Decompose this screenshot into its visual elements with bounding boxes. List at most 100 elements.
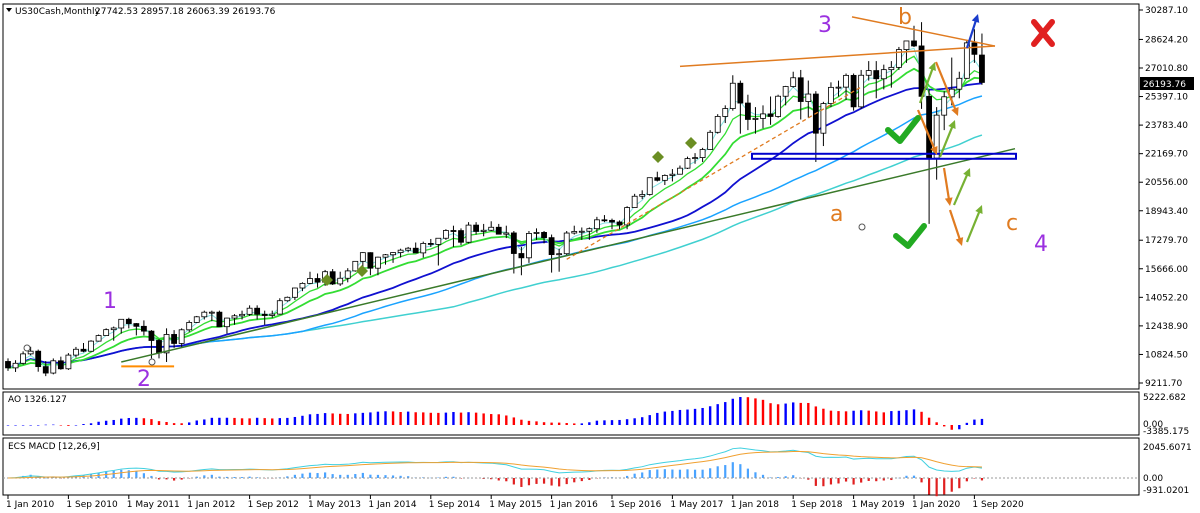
candle-body <box>193 316 200 323</box>
ao-bar <box>844 411 848 425</box>
ao-bar <box>127 418 130 425</box>
candle-body <box>88 340 94 352</box>
analysis-overlays <box>23 14 1055 368</box>
macd-bar <box>716 466 719 478</box>
ao-bar <box>731 398 734 425</box>
macd-bar <box>407 476 410 478</box>
time-tick-label: 1 May 2011 <box>127 500 180 510</box>
ao-bar <box>429 412 432 425</box>
macd-panel-frame <box>2 437 1140 496</box>
candle-body <box>95 335 102 342</box>
macd-bar <box>165 478 168 480</box>
candle-body <box>269 313 276 316</box>
macd-bar <box>890 478 893 481</box>
wave-label-3: 3 <box>818 13 832 38</box>
candle-body <box>118 318 125 329</box>
macd-bar <box>331 474 334 478</box>
ao-bar <box>467 412 470 425</box>
arrow-up-4 <box>965 208 982 243</box>
signal-diamond <box>685 137 697 149</box>
dropdown-arrow-icon[interactable] <box>6 8 12 12</box>
candles <box>5 22 985 377</box>
candle-body <box>639 194 646 197</box>
candle-body <box>261 313 268 316</box>
signal-diamond <box>652 151 664 163</box>
time-tick-label: 1 Jan 2012 <box>187 500 235 510</box>
ao-bar <box>195 420 198 425</box>
candle-body <box>442 230 449 239</box>
time-tick-label: 1 Sep 2020 <box>972 500 1024 510</box>
candle-body <box>314 278 321 283</box>
ao-bar <box>603 420 606 425</box>
time-tick-label: 1 Sep 2012 <box>248 500 299 510</box>
ao-bar <box>414 412 417 425</box>
price-tick-label: 14052.20 <box>1145 293 1188 303</box>
candle-body <box>737 82 744 104</box>
ao-bar <box>897 410 901 425</box>
macd-bar <box>535 478 538 484</box>
candle-body <box>594 219 600 230</box>
candle-body <box>80 348 87 352</box>
candle-body <box>65 354 72 370</box>
macd-bar <box>399 475 402 478</box>
pivot-marker <box>148 358 156 366</box>
macd-bar <box>935 478 938 497</box>
arrow-up-1-head <box>928 62 936 71</box>
time-tick-label: 1 May 2017 <box>670 500 723 510</box>
ao-bar <box>59 425 63 426</box>
macd-bar <box>497 478 500 481</box>
macd-bar <box>739 464 742 478</box>
price-tick-label: 17279.70 <box>1145 236 1188 246</box>
macd-bar <box>777 477 780 478</box>
macd-bar <box>120 469 123 478</box>
candle-body <box>186 322 193 331</box>
check-icon <box>885 115 921 144</box>
arrow-up-4-head <box>975 205 983 214</box>
candle-body <box>835 86 842 89</box>
macd-bar <box>248 476 251 478</box>
time-tick-label: 1 Sep 2010 <box>66 500 118 510</box>
candle-body <box>276 300 283 315</box>
ao-bar <box>852 410 855 425</box>
macd-bar <box>814 478 817 486</box>
ao-bar <box>52 424 55 426</box>
candle-body <box>971 42 978 55</box>
candle-body <box>722 108 729 117</box>
time-tick-label: 1 Jan 2020 <box>912 500 960 510</box>
candle-body <box>548 237 555 256</box>
candle-body <box>563 232 570 255</box>
ao-bar <box>550 422 553 425</box>
arrow-up-blue-head <box>971 14 980 23</box>
macd-bar <box>203 475 206 478</box>
ao-bar <box>580 423 583 425</box>
macd-bar <box>807 478 810 480</box>
macd-bar <box>565 478 568 485</box>
macd-bar <box>225 476 229 478</box>
candle-body <box>359 252 366 262</box>
ao-bar <box>822 408 825 425</box>
candle-body <box>12 362 19 369</box>
price-panel-frame <box>2 3 1140 390</box>
wave-label-c: c <box>1006 211 1018 236</box>
macd-line <box>7 447 983 479</box>
price-tick-label: 28624.20 <box>1145 35 1188 45</box>
macd-bar <box>293 474 296 478</box>
candle-body <box>352 260 359 272</box>
macd-bar <box>324 472 327 478</box>
candle-body <box>918 45 925 97</box>
ao-tick-bottom: -3385.175 <box>1143 427 1189 437</box>
candle-body <box>654 177 661 181</box>
ao-panel-frame <box>2 391 1140 436</box>
ao-bar <box>882 412 885 425</box>
ao-bar <box>150 419 153 425</box>
candle-body <box>307 278 313 284</box>
candle-body <box>631 195 638 208</box>
candle-body <box>661 175 668 181</box>
ema-fast-green-line <box>7 55 983 369</box>
macd-bar <box>709 468 712 478</box>
macd-bar <box>686 469 689 478</box>
macd-bar <box>361 472 364 478</box>
candle-body <box>609 219 615 223</box>
ao-bar <box>505 415 508 425</box>
macd-bar <box>731 462 734 478</box>
